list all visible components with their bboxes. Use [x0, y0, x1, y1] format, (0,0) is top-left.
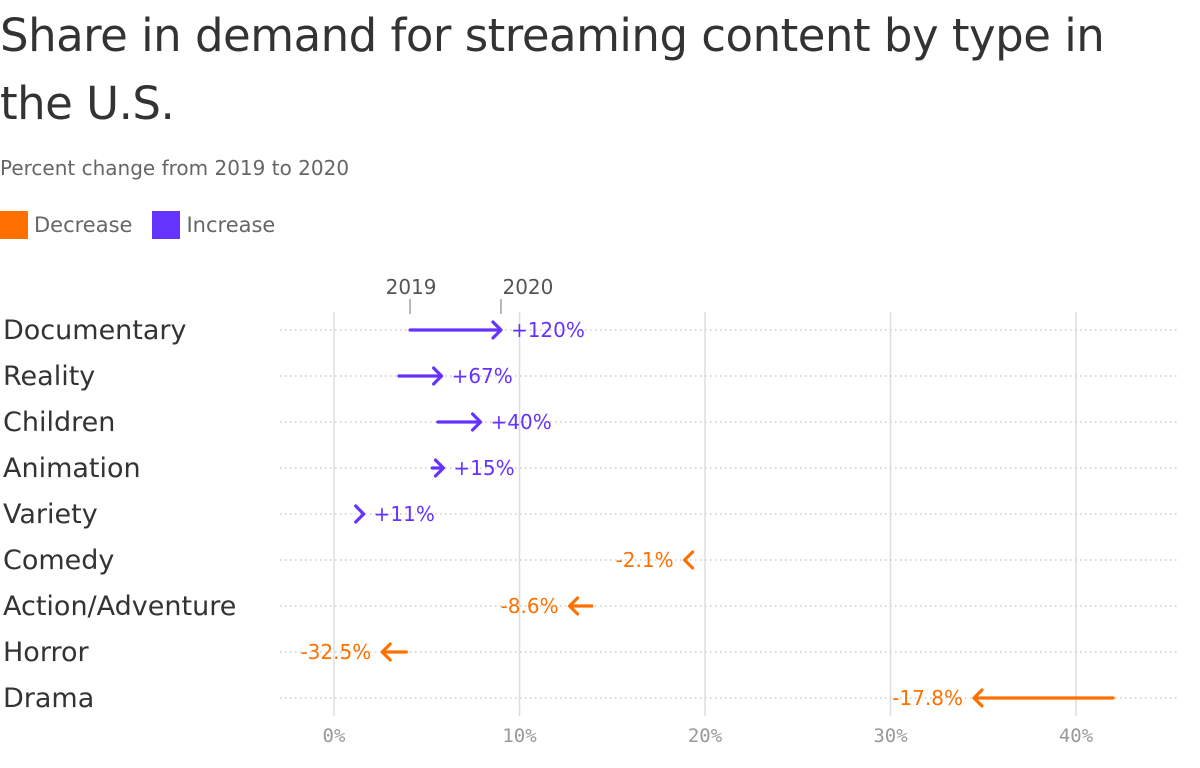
category-label: Reality — [3, 361, 95, 392]
change-label: +120% — [511, 318, 585, 342]
x-tick-label: 30% — [873, 725, 908, 747]
year-label-2019: 2019 — [386, 275, 437, 299]
change-label: +15% — [453, 456, 514, 480]
legend-item-decrease: Decrease — [0, 211, 132, 239]
arrow-head — [491, 320, 503, 340]
legend-swatch-increase — [152, 211, 181, 239]
category-label: Comedy — [3, 545, 114, 576]
arrow-head — [972, 688, 984, 708]
change-label: +11% — [374, 502, 435, 526]
arrow-head — [682, 550, 695, 570]
change-label: -8.6% — [501, 594, 559, 618]
arrow-head — [567, 596, 580, 616]
category-label: Horror — [3, 637, 89, 668]
legend: Decrease Increase — [0, 211, 295, 239]
change-label: -2.1% — [616, 548, 674, 572]
arrow-head — [431, 366, 444, 386]
legend-item-increase: Increase — [152, 211, 275, 239]
chart-subtitle: Percent change from 2019 to 2020 — [0, 156, 350, 180]
category-label: Action/Adventure — [3, 591, 236, 622]
category-label: Children — [3, 407, 115, 438]
category-label: Drama — [3, 683, 94, 714]
change-label: -17.8% — [892, 686, 963, 710]
year-label-2020: 2020 — [502, 275, 553, 299]
x-tick-label: 10% — [502, 725, 537, 747]
legend-label-increase: Increase — [186, 213, 276, 237]
x-tick-label: 20% — [688, 725, 723, 747]
category-label: Documentary — [3, 315, 187, 346]
change-label: +40% — [491, 410, 552, 434]
chart-title: Share in demand for streaming content by… — [0, 9, 1105, 130]
category-label: Animation — [3, 453, 141, 484]
arrow-head — [380, 642, 392, 662]
x-tick-label: 40% — [1059, 725, 1094, 747]
x-tick-label: 0% — [323, 725, 346, 747]
category-label: Variety — [3, 499, 98, 530]
change-label: -32.5% — [300, 640, 371, 664]
arrow-head — [433, 458, 446, 478]
legend-label-decrease: Decrease — [34, 213, 133, 237]
arrow-head — [470, 412, 483, 432]
change-label: +67% — [452, 364, 513, 388]
legend-swatch-decrease — [0, 211, 28, 239]
arrow-head — [354, 504, 366, 524]
